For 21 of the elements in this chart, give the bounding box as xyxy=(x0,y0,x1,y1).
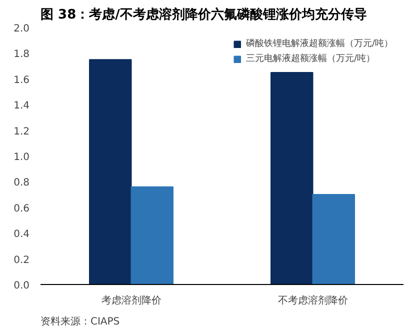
y-tick-label: 0.2 xyxy=(14,254,30,266)
y-tick-label: 2.0 xyxy=(14,24,30,34)
bar xyxy=(89,59,132,284)
bar xyxy=(130,186,174,284)
y-tick-label: 1.8 xyxy=(14,49,30,60)
y-tick-label: 0.4 xyxy=(14,229,30,240)
y-tick-label: 1.4 xyxy=(14,100,30,112)
y-tick-label: 1.2 xyxy=(14,126,30,138)
legend-label: 磷酸铁锂电解液超额涨幅（万元/吨） xyxy=(246,38,393,50)
x-tick-label: 考虑溶剂降价 xyxy=(101,294,162,306)
bar xyxy=(270,72,314,284)
y-tick-label: 0.0 xyxy=(14,280,30,292)
text: 资料来源：CIAPS xyxy=(40,316,120,328)
bar xyxy=(312,194,355,284)
y-tick-label: 0.6 xyxy=(14,203,30,214)
y-tick-label: 1.0 xyxy=(14,152,30,163)
y-tick-label: 0.8 xyxy=(14,178,30,189)
x-tick-label: 不考虑溶剂降价 xyxy=(278,294,348,306)
legend-label: 三元电解液超额涨幅（万元/吨） xyxy=(246,52,375,65)
chart-title: 图 38：考虑/不考虑溶剂降价六氟磷酸锂涨价均充分传导 xyxy=(40,6,367,22)
y-tick-label: 1.6 xyxy=(14,74,30,86)
